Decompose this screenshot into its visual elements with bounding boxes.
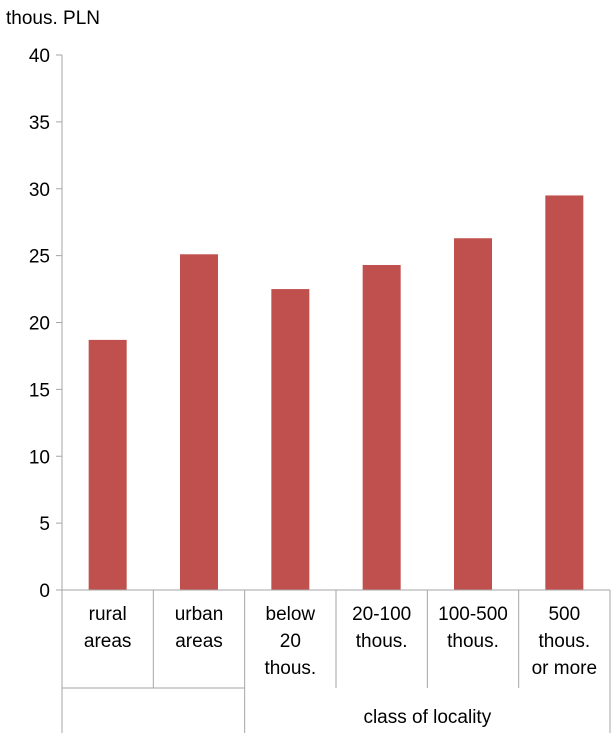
x-tick-label: below — [266, 604, 316, 625]
x-tick-label: 500 — [548, 604, 580, 625]
bar — [362, 264, 401, 590]
y-axis: 0 5 10 15 20 25 30 35 40 — [29, 46, 63, 602]
bar — [545, 195, 584, 590]
x-group-label: class of locality — [363, 707, 491, 728]
bar — [271, 289, 310, 590]
y-tick-label: 35 — [29, 113, 50, 134]
bar — [454, 238, 492, 591]
x-tick-label: urban — [175, 604, 224, 625]
y-tick-label: 40 — [29, 46, 50, 67]
y-tick-label: 5 — [39, 514, 50, 535]
y-unit-label: thous. PLN — [6, 8, 100, 29]
y-tick-label: 15 — [29, 380, 50, 401]
y-tick-label: 25 — [29, 247, 50, 268]
x-tick-label: thous. — [538, 631, 590, 652]
x-tick-label: 20 — [280, 631, 301, 652]
y-tick-label: 0 — [39, 581, 50, 602]
y-tick-label: 30 — [29, 180, 50, 201]
x-tick-label: areas — [175, 631, 223, 652]
bars — [88, 195, 584, 591]
x-tick-label: thous. — [264, 658, 316, 679]
x-tick-label: thous. — [447, 631, 499, 652]
bar — [88, 339, 127, 590]
x-tick-label: thous. — [356, 631, 408, 652]
x-tick-label: rural — [89, 604, 127, 625]
x-tick-label: 20-100 — [352, 604, 411, 625]
y-tick-label: 20 — [29, 314, 50, 335]
bar — [180, 254, 218, 590]
x-tick-label: areas — [84, 631, 132, 652]
x-axis: rural areas urban areas below 20 thous. 20-100 t… — [61, 589, 611, 733]
y-tick-label: 10 — [29, 447, 50, 468]
x-tick-label: or more — [532, 658, 597, 679]
x-tick-label: 100-500 — [438, 604, 508, 625]
